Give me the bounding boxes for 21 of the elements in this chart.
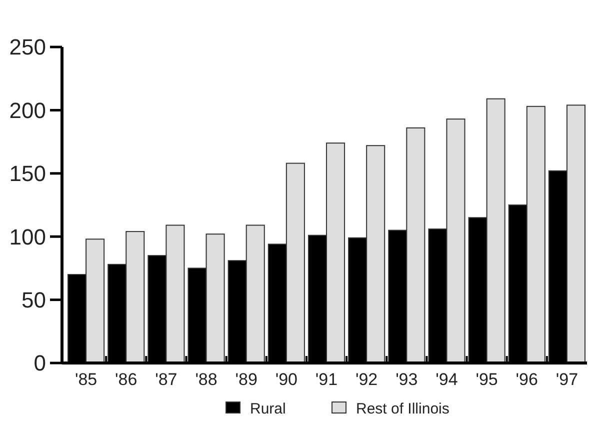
x-tick-label: '90 [275, 370, 298, 389]
x-tick-label: '86 [115, 370, 138, 389]
x-tick-label: '93 [396, 370, 418, 389]
y-tick-label: 200 [9, 98, 46, 123]
x-tick-label: '85 [74, 370, 98, 389]
legend-label: Rest of Illinois [356, 400, 450, 418]
y-tick-label: 0 [34, 350, 46, 376]
x-tick-label: '94 [436, 370, 458, 389]
x-tick-label: '89 [235, 370, 258, 389]
y-tick-label: 150 [9, 161, 46, 186]
x-tick-label: '97 [556, 370, 578, 389]
y-tick-label: 100 [9, 224, 46, 250]
y-tick-label: 250 [9, 34, 46, 60]
legend-label: Rural [250, 400, 286, 418]
y-tick-label: 50 [22, 288, 46, 312]
x-tick-label: '87 [155, 370, 178, 389]
x-tick-label: '92 [356, 370, 378, 389]
x-tick-label: '96 [516, 370, 538, 389]
x-tick-label: '88 [195, 370, 218, 389]
x-tick-label: '91 [315, 370, 338, 389]
x-tick-label: '95 [476, 370, 498, 389]
